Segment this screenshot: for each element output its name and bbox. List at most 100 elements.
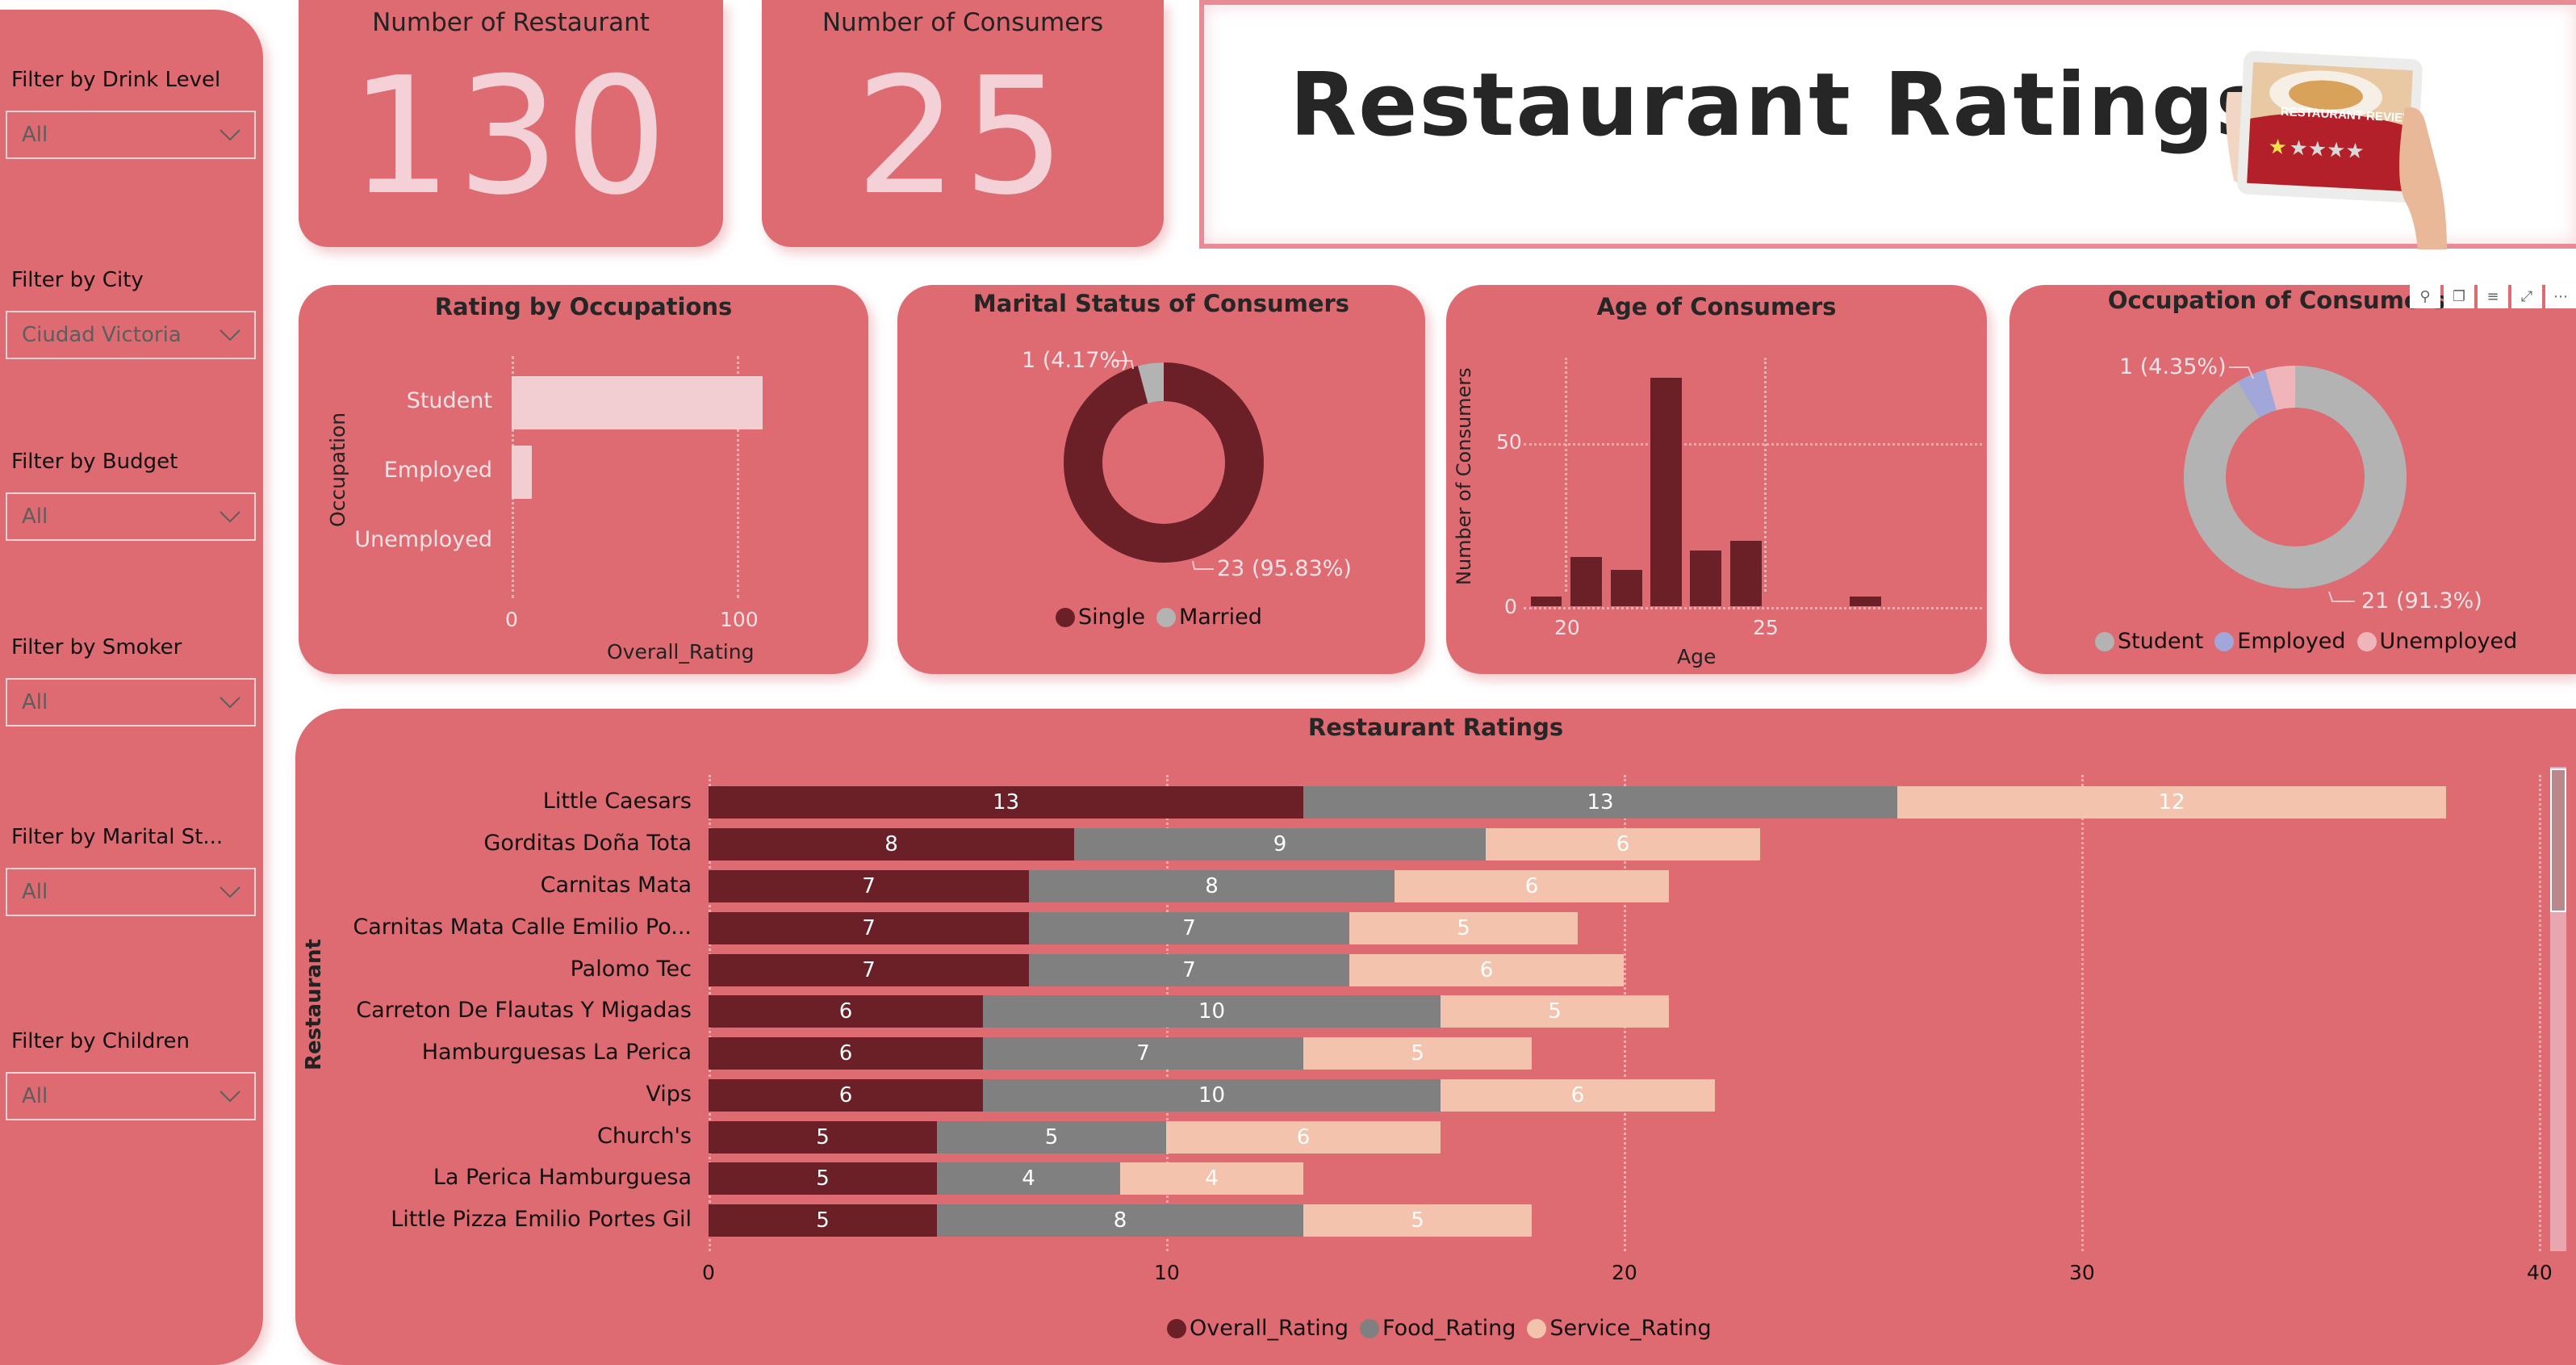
filter-dropdown-smoker[interactable]: All [6, 678, 256, 726]
data-label-employed: 1 (4.35%) [2119, 354, 2227, 379]
histogram-bar[interactable] [1850, 597, 1881, 606]
filter-value: Ciudad Victoria [22, 323, 182, 347]
filter-dropdown-budget[interactable]: All [6, 492, 256, 541]
filter-dropdown-drink-level[interactable]: All [6, 111, 256, 159]
filter-label-smoker: Filter by Smoker [11, 635, 182, 659]
category-label: Little Caesars [542, 789, 692, 814]
histogram-bar[interactable] [1650, 378, 1682, 606]
filter-value: All [22, 505, 48, 529]
bar-overall-rating[interactable]: 13 [709, 786, 1303, 819]
bar-service-rating[interactable]: 5 [1441, 995, 1669, 1028]
x-axis-label: Overall_Rating [607, 640, 755, 664]
legend-item-married[interactable]: Married [1156, 605, 1262, 630]
bar-service-rating[interactable]: 6 [1441, 1079, 1715, 1112]
bar-overall-rating[interactable]: 6 [709, 1037, 983, 1070]
donut-chart[interactable] [2181, 362, 2410, 592]
bar-service-rating[interactable]: 6 [1166, 1121, 1441, 1154]
filter-sidebar: Filter by Drink Level All Filter by City… [0, 10, 263, 1365]
pin-icon[interactable]: ⚲ [2410, 284, 2440, 308]
legend-item-single[interactable]: Single [1056, 605, 1145, 630]
bar-food-rating[interactable]: 10 [983, 1079, 1441, 1112]
bar-food-rating[interactable]: 7 [1029, 912, 1349, 944]
legend: Overall_Rating Food_Rating Service_Ratin… [1167, 1316, 1718, 1341]
legend-item-food-rating[interactable]: Food_Rating [1360, 1316, 1516, 1341]
bar-food-rating[interactable]: 13 [1303, 786, 1897, 819]
histogram-bar[interactable] [1531, 597, 1562, 606]
histogram-bar[interactable] [1570, 557, 1602, 606]
filter-label-budget: Filter by Budget [11, 450, 178, 474]
occupation-of-consumers-chart[interactable]: Occupation of Consumers 1 (4.35%) 21 (91… [2009, 285, 2576, 674]
bar-service-rating[interactable]: 6 [1486, 828, 1760, 860]
bar-food-rating[interactable]: 7 [1029, 954, 1349, 986]
bar-service-rating[interactable]: 4 [1120, 1162, 1303, 1195]
filter-label-marital-status: Filter by Marital St... [11, 825, 224, 849]
category-label: Employed [383, 458, 492, 483]
donut-chart[interactable] [1059, 358, 1269, 567]
histogram-bar[interactable] [1690, 551, 1721, 606]
bar-overall-rating[interactable]: 5 [709, 1204, 937, 1237]
bar-overall-rating[interactable]: 8 [709, 828, 1074, 860]
legend-dot-icon [2356, 631, 2377, 651]
legend-item-overall-rating[interactable]: Overall_Rating [1167, 1316, 1349, 1341]
filter-value: All [22, 880, 48, 904]
copy-icon[interactable]: ❐ [2444, 284, 2474, 308]
histogram-bar[interactable] [1730, 541, 1762, 606]
focus-mode-icon[interactable]: ⤢ [2511, 284, 2542, 308]
category-label: Carreton De Flautas Y Migadas [356, 998, 692, 1023]
bar-food-rating[interactable]: 5 [937, 1121, 1166, 1154]
bar-service-rating[interactable]: 5 [1303, 1204, 1532, 1237]
bar-food-rating[interactable]: 10 [983, 995, 1441, 1028]
svg-text:★: ★ [2268, 135, 2288, 160]
filter-value: All [22, 690, 48, 714]
legend-dot-icon [1156, 607, 1177, 627]
marital-status-chart[interactable]: Marital Status of Consumers 1 (4.17%) 23… [897, 285, 1425, 674]
filter-dropdown-marital-status[interactable]: All [6, 868, 256, 916]
legend-item-student[interactable]: Student [2095, 629, 2203, 654]
restaurant-review-tablet-icon: RESTAURANT REVIEW ★ ★★★★ [2226, 51, 2447, 249]
y-axis-label: Number of Consumers [1453, 367, 1475, 585]
bar-overall-rating[interactable]: 7 [709, 954, 1029, 986]
category-label: La Perica Hamburguesa [433, 1165, 692, 1190]
bar-service-rating[interactable]: 6 [1349, 954, 1624, 986]
data-label-student: 21 (91.3%) [2361, 588, 2482, 613]
chevron-down-icon [220, 511, 240, 523]
filter-icon[interactable]: ≡ [2478, 284, 2508, 308]
filter-value: All [22, 123, 48, 147]
bar-overall-rating[interactable]: 7 [709, 870, 1029, 902]
bar-food-rating[interactable]: 8 [937, 1204, 1303, 1237]
x-tick: 20 [1554, 616, 1580, 639]
more-options-icon[interactable]: ⋯ [2545, 284, 2576, 308]
kpi-title: Number of Restaurant [372, 8, 650, 37]
age-of-consumers-chart[interactable]: Age of Consumers 50 0 20 25 Number of Co… [1446, 285, 1987, 674]
bar-food-rating[interactable]: 4 [937, 1162, 1120, 1195]
filter-dropdown-city[interactable]: Ciudad Victoria [6, 311, 256, 359]
filter-dropdown-children[interactable]: All [6, 1072, 256, 1120]
chart-title: Restaurant Ratings [1307, 714, 1564, 741]
bar-student[interactable] [512, 376, 763, 429]
bar-overall-rating[interactable]: 5 [709, 1121, 937, 1154]
bar-food-rating[interactable]: 9 [1074, 828, 1486, 860]
gridline [1524, 443, 1982, 446]
chart-title: Marital Status of Consumers [972, 290, 1350, 317]
chart-scrollbar-thumb[interactable] [2550, 768, 2566, 912]
x-tick: 40 [2527, 1261, 2553, 1284]
gridline [2539, 775, 2541, 1251]
bar-overall-rating[interactable]: 6 [709, 1079, 983, 1112]
bar-service-rating[interactable]: 5 [1303, 1037, 1532, 1070]
y-tick: 0 [1504, 595, 1517, 618]
bar-overall-rating[interactable]: 6 [709, 995, 983, 1028]
legend-item-unemployed[interactable]: Unemployed [2356, 629, 2517, 654]
legend-item-employed[interactable]: Employed [2214, 629, 2346, 654]
bar-overall-rating[interactable]: 5 [709, 1162, 937, 1195]
bar-service-rating[interactable]: 6 [1395, 870, 1669, 902]
bar-employed[interactable] [512, 446, 532, 499]
bar-food-rating[interactable]: 7 [983, 1037, 1303, 1070]
rating-by-occupation-chart[interactable]: Rating by Occupations Student Employed U… [299, 285, 868, 674]
chart-title: Occupation of Consumers [2107, 287, 2446, 314]
histogram-bar[interactable] [1611, 570, 1642, 606]
bar-service-rating[interactable]: 5 [1349, 912, 1578, 944]
bar-overall-rating[interactable]: 7 [709, 912, 1029, 944]
legend-item-service-rating[interactable]: Service_Rating [1527, 1316, 1712, 1341]
bar-service-rating[interactable]: 12 [1897, 786, 2446, 819]
bar-food-rating[interactable]: 8 [1029, 870, 1395, 902]
